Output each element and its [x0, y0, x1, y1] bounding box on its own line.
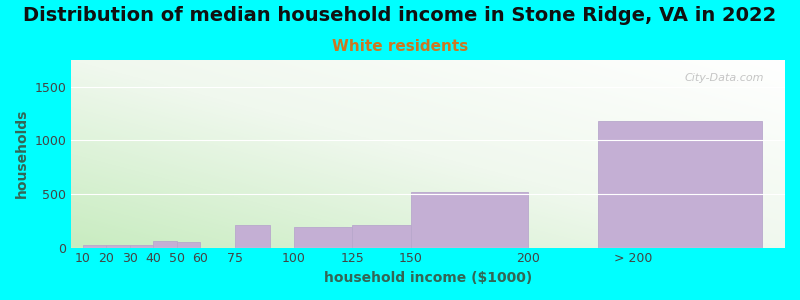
X-axis label: household income ($1000): household income ($1000) — [324, 271, 532, 285]
Bar — [177, 242, 200, 247]
Bar — [235, 225, 270, 248]
Y-axis label: households: households — [15, 109, 29, 199]
Text: Distribution of median household income in Stone Ridge, VA in 2022: Distribution of median household income … — [23, 6, 777, 25]
Bar — [130, 245, 153, 247]
Text: White residents: White residents — [332, 39, 468, 54]
Bar — [598, 121, 762, 248]
Bar — [294, 227, 352, 248]
Bar — [106, 245, 130, 247]
Bar — [153, 241, 177, 248]
Bar — [83, 245, 106, 247]
Bar — [352, 225, 410, 248]
Text: City-Data.com: City-Data.com — [684, 73, 763, 83]
Bar — [410, 192, 527, 248]
